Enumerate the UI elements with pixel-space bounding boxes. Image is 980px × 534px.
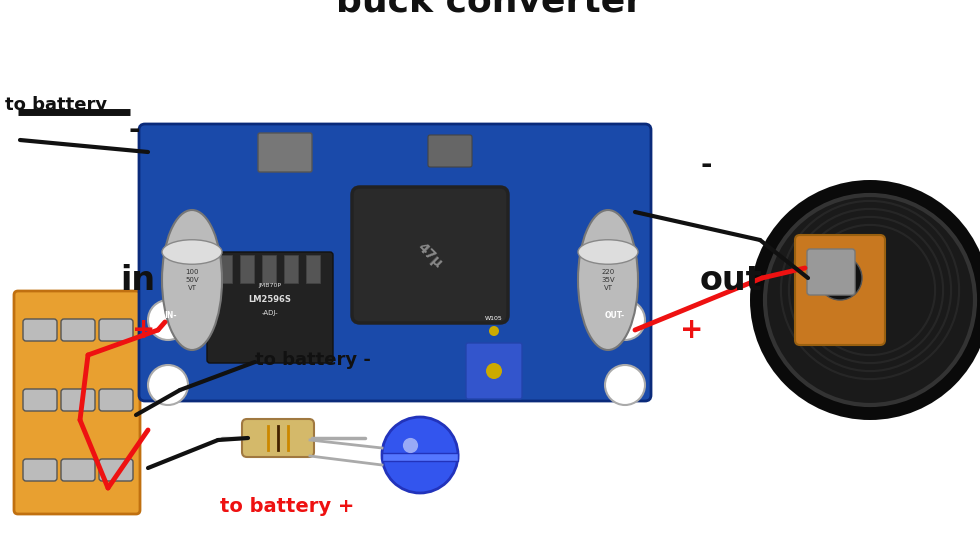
Circle shape	[403, 438, 418, 453]
Text: IN+: IN+	[162, 378, 177, 387]
FancyBboxPatch shape	[99, 319, 133, 341]
Circle shape	[148, 365, 188, 405]
Text: buck converter: buck converter	[336, 0, 644, 18]
FancyBboxPatch shape	[352, 187, 508, 323]
Text: -: -	[700, 151, 711, 179]
FancyBboxPatch shape	[99, 389, 133, 411]
Text: OUT+: OUT+	[610, 378, 634, 387]
FancyBboxPatch shape	[466, 343, 522, 399]
Text: +: +	[680, 316, 704, 344]
Text: 220
35V
VT: 220 35V VT	[601, 270, 614, 290]
Text: to battery -: to battery -	[255, 351, 370, 369]
Circle shape	[818, 256, 862, 300]
Ellipse shape	[162, 240, 222, 264]
Text: -ADJ-: -ADJ-	[262, 310, 278, 316]
FancyBboxPatch shape	[61, 319, 95, 341]
Text: JMB70P: JMB70P	[259, 282, 281, 287]
Circle shape	[605, 365, 645, 405]
Bar	[382, 453, 458, 461]
Ellipse shape	[578, 210, 638, 350]
FancyBboxPatch shape	[23, 389, 57, 411]
Text: 47µ: 47µ	[415, 240, 445, 270]
FancyBboxPatch shape	[807, 249, 855, 295]
Bar	[306, 255, 320, 283]
Text: +: +	[132, 316, 156, 344]
Text: to battery: to battery	[5, 96, 107, 114]
FancyBboxPatch shape	[258, 133, 312, 172]
Circle shape	[489, 326, 499, 336]
Bar	[218, 255, 232, 283]
Text: -: -	[128, 116, 139, 144]
Circle shape	[750, 180, 980, 420]
Circle shape	[765, 195, 975, 405]
Bar	[262, 255, 276, 283]
Ellipse shape	[162, 210, 222, 350]
FancyBboxPatch shape	[242, 419, 314, 457]
Bar	[240, 255, 254, 283]
FancyBboxPatch shape	[14, 291, 140, 514]
Text: IN-: IN-	[164, 310, 176, 319]
FancyBboxPatch shape	[61, 389, 95, 411]
Text: 100
50V
VT: 100 50V VT	[185, 270, 199, 290]
FancyBboxPatch shape	[795, 235, 885, 345]
Text: to battery +: to battery +	[220, 497, 355, 515]
Text: OUT-: OUT-	[605, 310, 625, 319]
FancyBboxPatch shape	[139, 124, 651, 401]
Text: in: in	[120, 263, 155, 296]
Circle shape	[605, 300, 645, 340]
FancyBboxPatch shape	[207, 252, 333, 363]
FancyBboxPatch shape	[23, 319, 57, 341]
Bar	[284, 255, 298, 283]
Ellipse shape	[578, 240, 638, 264]
Text: out: out	[700, 263, 762, 296]
Circle shape	[382, 417, 458, 493]
FancyBboxPatch shape	[99, 459, 133, 481]
Circle shape	[148, 300, 188, 340]
Circle shape	[486, 363, 502, 379]
FancyBboxPatch shape	[428, 135, 472, 167]
FancyBboxPatch shape	[23, 459, 57, 481]
Text: W105: W105	[485, 317, 503, 321]
FancyBboxPatch shape	[61, 459, 95, 481]
Text: LM2596S: LM2596S	[249, 294, 291, 303]
